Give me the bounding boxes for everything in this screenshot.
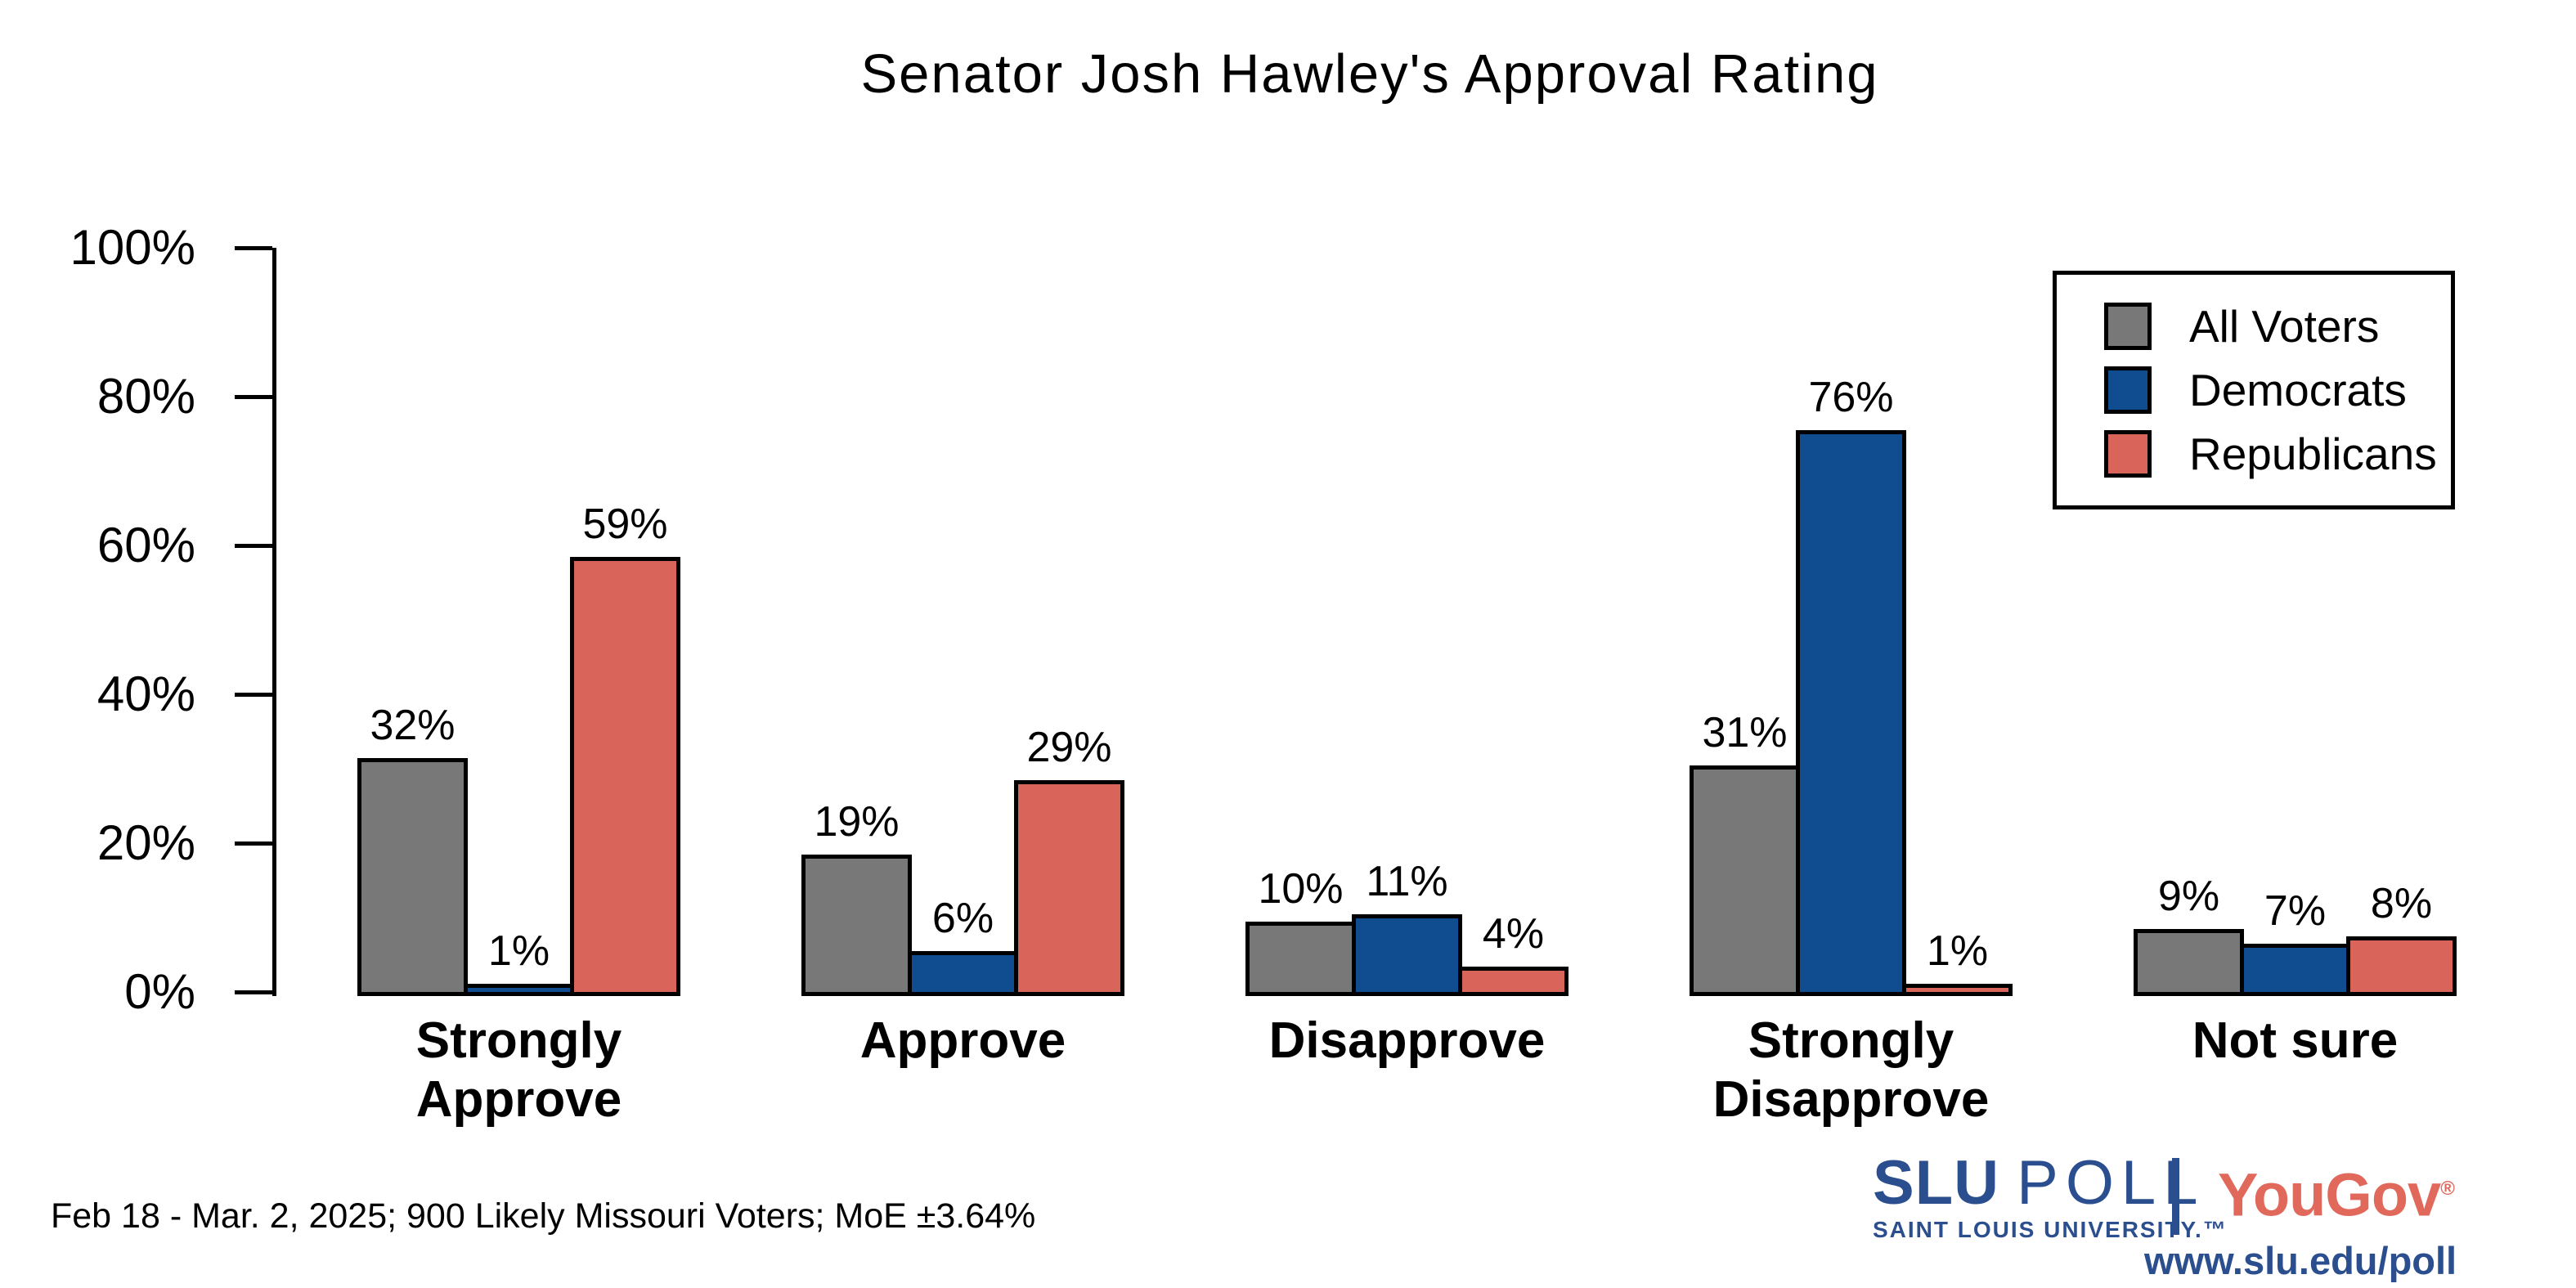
bar <box>2134 929 2244 996</box>
footer-note: Feb 18 - Mar. 2, 2025; 900 Likely Missou… <box>51 1196 1036 1236</box>
poll-url: www.slu.edu/poll <box>2144 1239 2457 1282</box>
y-axis-line <box>272 248 276 996</box>
poll-wordmark: POLL <box>2017 1148 2206 1218</box>
bar-value-label: 32% <box>370 702 456 749</box>
trademark-symbol: ™ <box>2202 1217 2228 1242</box>
bar <box>1245 922 1356 996</box>
legend-label: Democrats <box>2189 365 2407 415</box>
bar-value-label: 1% <box>487 927 550 975</box>
bar-value-label: 6% <box>931 895 994 942</box>
legend-label: Republicans <box>2189 429 2437 479</box>
legend-item: All Voters <box>2104 303 2451 350</box>
legend-label: All Voters <box>2189 301 2380 352</box>
yougov-logo: YouGov® <box>2218 1160 2455 1229</box>
bar <box>1690 765 1800 996</box>
legend-item: Republicans <box>2104 430 2451 478</box>
y-tick <box>235 693 272 697</box>
y-tick-label: 40% <box>96 666 195 721</box>
category-label-line: Disapprove <box>1268 1012 1546 1069</box>
bar-value-label: 29% <box>1026 724 1112 771</box>
bar <box>464 984 574 996</box>
bar-value-label: 11% <box>1366 858 1448 905</box>
slu-poll-wordmark: SLU POLL <box>1873 1151 2228 1215</box>
legend-item: Democrats <box>2104 366 2451 414</box>
y-tick <box>235 841 272 846</box>
slu-wordmark: SLU <box>1873 1148 1999 1218</box>
slu-subtitle: SAINT LOUIS UNIVERSITY.™ <box>1873 1217 2228 1242</box>
slu-poll-logo: SLU POLL SAINT LOUIS UNIVERSITY.™ <box>1873 1151 2228 1243</box>
y-tick-label: 80% <box>96 369 195 424</box>
y-tick <box>235 246 272 250</box>
bar <box>1902 984 2013 996</box>
y-tick-label: 0% <box>124 964 195 1019</box>
bar-value-label: 10% <box>1258 865 1344 913</box>
y-tick <box>235 544 272 548</box>
bar <box>1458 967 1568 996</box>
y-tick <box>235 990 272 994</box>
y-tick <box>235 395 272 399</box>
registered-mark: ® <box>2440 1178 2455 1200</box>
y-tick-label: 60% <box>96 518 195 572</box>
category-label: Not sure <box>2068 1012 2522 1070</box>
bar <box>2346 936 2457 996</box>
bar <box>1014 780 1124 996</box>
chart-title: Senator Josh Hawley's Approval Rating <box>860 43 1879 105</box>
category-label: Strongly Disapprove <box>1624 1012 2078 1129</box>
legend-swatch <box>2104 303 2152 350</box>
legend-swatch <box>2104 430 2152 478</box>
bar-value-label: 76% <box>1808 374 1894 421</box>
bar-value-label: 8% <box>2370 880 2433 927</box>
legend: All Voters Democrats Republicans <box>2053 271 2455 509</box>
category-label: Disapprove <box>1180 1012 1634 1070</box>
y-tick-label: 100% <box>70 220 195 275</box>
category-label-line: Disapprove <box>1712 1071 1990 1128</box>
bar-value-label: 19% <box>814 798 900 846</box>
category-label: Strongly Approve <box>292 1012 746 1129</box>
category-label-line: Strongly <box>415 1012 622 1069</box>
bar-value-label: 7% <box>2264 887 2327 935</box>
bar <box>1352 914 1462 996</box>
bar-value-label: 31% <box>1702 709 1788 756</box>
bar <box>2240 944 2350 996</box>
y-tick-label: 20% <box>96 815 195 870</box>
category-label-line: Approve <box>415 1071 622 1128</box>
bar <box>1796 430 1906 996</box>
category-label-line: Strongly <box>1748 1012 1954 1069</box>
bar-value-label: 9% <box>2157 873 2220 920</box>
legend-swatch <box>2104 366 2152 414</box>
bar-value-label: 1% <box>1926 927 1989 975</box>
category-label-line: Approve <box>859 1012 1066 1069</box>
bar-value-label: 4% <box>1482 910 1545 958</box>
bar <box>908 951 1018 996</box>
bar-value-label: 59% <box>582 500 668 548</box>
bar <box>801 855 912 996</box>
category-label-line: Not sure <box>2192 1012 2399 1069</box>
logo-separator <box>2172 1158 2179 1235</box>
bar <box>357 758 468 996</box>
bar <box>570 557 680 996</box>
category-label: Approve <box>736 1012 1190 1070</box>
